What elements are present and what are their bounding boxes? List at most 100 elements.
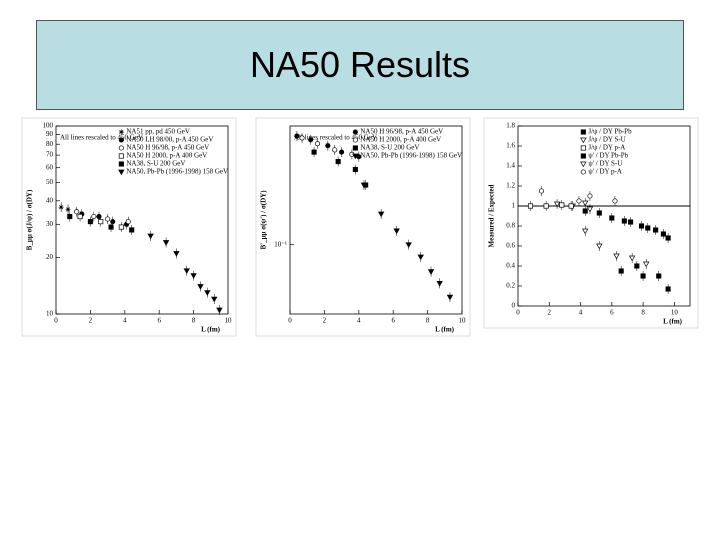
marker bbox=[436, 280, 443, 287]
plot-area bbox=[517, 125, 691, 307]
marker bbox=[77, 213, 83, 220]
marker bbox=[105, 216, 111, 222]
legend-label: J/ψ / DY p-A bbox=[588, 144, 625, 152]
legend-label: NA50 LH 98/00, p-A 450 GeV bbox=[126, 136, 213, 144]
y-axis-label: B'_μμ σ(ψ') / σ(DY) bbox=[260, 190, 268, 250]
legend-label: ψ' / DY Pb-Pb bbox=[588, 152, 628, 160]
marker bbox=[618, 268, 624, 274]
y-tick-label: 1.4 bbox=[506, 162, 515, 170]
marker bbox=[67, 213, 73, 220]
legend-label: NA50, Pb-Pb (1996-1998) 158 GeV bbox=[360, 152, 462, 160]
marker bbox=[183, 268, 190, 274]
y-tick-label: 50 bbox=[46, 178, 54, 186]
marker bbox=[162, 240, 170, 246]
y-tick-label: 100 bbox=[43, 122, 54, 130]
marker bbox=[446, 294, 454, 301]
y-tick-label: 1 bbox=[512, 202, 516, 210]
marker bbox=[308, 137, 314, 143]
marker bbox=[640, 273, 646, 279]
marker bbox=[91, 213, 97, 220]
legend-label: NA50 H 2000, p-A 400 GeV bbox=[126, 152, 207, 160]
legend-label: ψ' / DY S-U bbox=[588, 160, 622, 168]
marker bbox=[108, 224, 114, 230]
marker bbox=[332, 147, 338, 153]
legend-marker bbox=[118, 145, 124, 151]
legend-marker bbox=[352, 129, 358, 135]
legend-label: NA50 H 96/98, p-A 450 GeV bbox=[360, 128, 443, 136]
y-tick-label: 1.6 bbox=[506, 142, 515, 150]
marker bbox=[538, 188, 545, 194]
marker bbox=[665, 286, 671, 292]
y-tick-label: 1.8 bbox=[506, 122, 515, 130]
marker bbox=[377, 211, 385, 218]
x-tick-label: 4 bbox=[357, 317, 361, 325]
marker bbox=[74, 209, 80, 215]
y-axis-label: B_μμ σ(J/ψ) / σ(DY) bbox=[26, 189, 34, 250]
marker bbox=[582, 208, 588, 214]
marker bbox=[568, 203, 574, 209]
legend-marker bbox=[580, 169, 586, 175]
marker bbox=[634, 263, 640, 269]
marker bbox=[543, 203, 549, 209]
legend-label: J/ψ / DY S-U bbox=[588, 136, 625, 144]
marker bbox=[609, 215, 615, 221]
y-tick-label: 0.2 bbox=[506, 282, 515, 290]
marker bbox=[118, 224, 124, 230]
legend-marker bbox=[580, 153, 586, 159]
marker bbox=[553, 201, 561, 208]
marker bbox=[665, 235, 671, 241]
y-tick-label: 40 bbox=[46, 196, 54, 204]
marker bbox=[656, 273, 662, 279]
marker bbox=[314, 141, 321, 147]
y-tick-label: 90 bbox=[46, 130, 54, 138]
legend-marker bbox=[118, 129, 124, 135]
legend-marker bbox=[118, 161, 124, 167]
y-tick-label: 60 bbox=[46, 163, 54, 171]
marker bbox=[628, 219, 634, 225]
marker bbox=[587, 193, 593, 199]
x-tick-label: 0 bbox=[516, 309, 520, 317]
marker bbox=[125, 219, 131, 225]
marker bbox=[110, 219, 116, 225]
panel bbox=[21, 117, 237, 337]
marker bbox=[190, 273, 197, 279]
marker bbox=[352, 166, 358, 173]
marker bbox=[586, 206, 594, 213]
marker bbox=[96, 213, 102, 220]
marker bbox=[417, 254, 424, 261]
slide-title: NA50 Results bbox=[36, 20, 684, 110]
y-tick-label: 30 bbox=[46, 220, 54, 228]
x-tick-label: 10 bbox=[459, 317, 467, 325]
marker bbox=[294, 133, 300, 139]
x-tick-label: 8 bbox=[641, 309, 645, 317]
marker bbox=[204, 290, 211, 296]
marker bbox=[653, 227, 659, 233]
y-tick-label: 0.8 bbox=[506, 222, 515, 230]
legend-marker bbox=[580, 129, 586, 135]
x-tick-label: 8 bbox=[426, 317, 430, 325]
legend-marker bbox=[118, 153, 124, 159]
marker bbox=[582, 228, 589, 235]
x-tick-label: 6 bbox=[391, 317, 395, 325]
marker bbox=[98, 219, 104, 225]
x-tick-label: 10 bbox=[225, 317, 233, 325]
marker bbox=[559, 202, 565, 208]
legend-marker bbox=[352, 137, 358, 143]
plot-area bbox=[289, 125, 463, 315]
marker bbox=[335, 159, 341, 165]
legend-label: NA51 pp, pd 450 GeV bbox=[126, 128, 190, 136]
y-tick-label: 70 bbox=[46, 151, 54, 159]
marker bbox=[660, 231, 666, 237]
marker bbox=[360, 182, 368, 189]
marker bbox=[65, 206, 71, 212]
marker bbox=[613, 253, 620, 260]
x-axis-label: L (fm) bbox=[201, 326, 221, 334]
y-tick-label: 20 bbox=[46, 253, 54, 261]
plot-area bbox=[55, 125, 229, 315]
marker bbox=[628, 255, 636, 262]
y-axis-label: Measured / Expected bbox=[488, 184, 496, 247]
marker bbox=[405, 242, 412, 248]
legend-label: NA50 H 2000, p-A 400 GeV bbox=[360, 136, 441, 144]
marker bbox=[197, 284, 204, 290]
x-tick-label: 4 bbox=[579, 309, 583, 317]
